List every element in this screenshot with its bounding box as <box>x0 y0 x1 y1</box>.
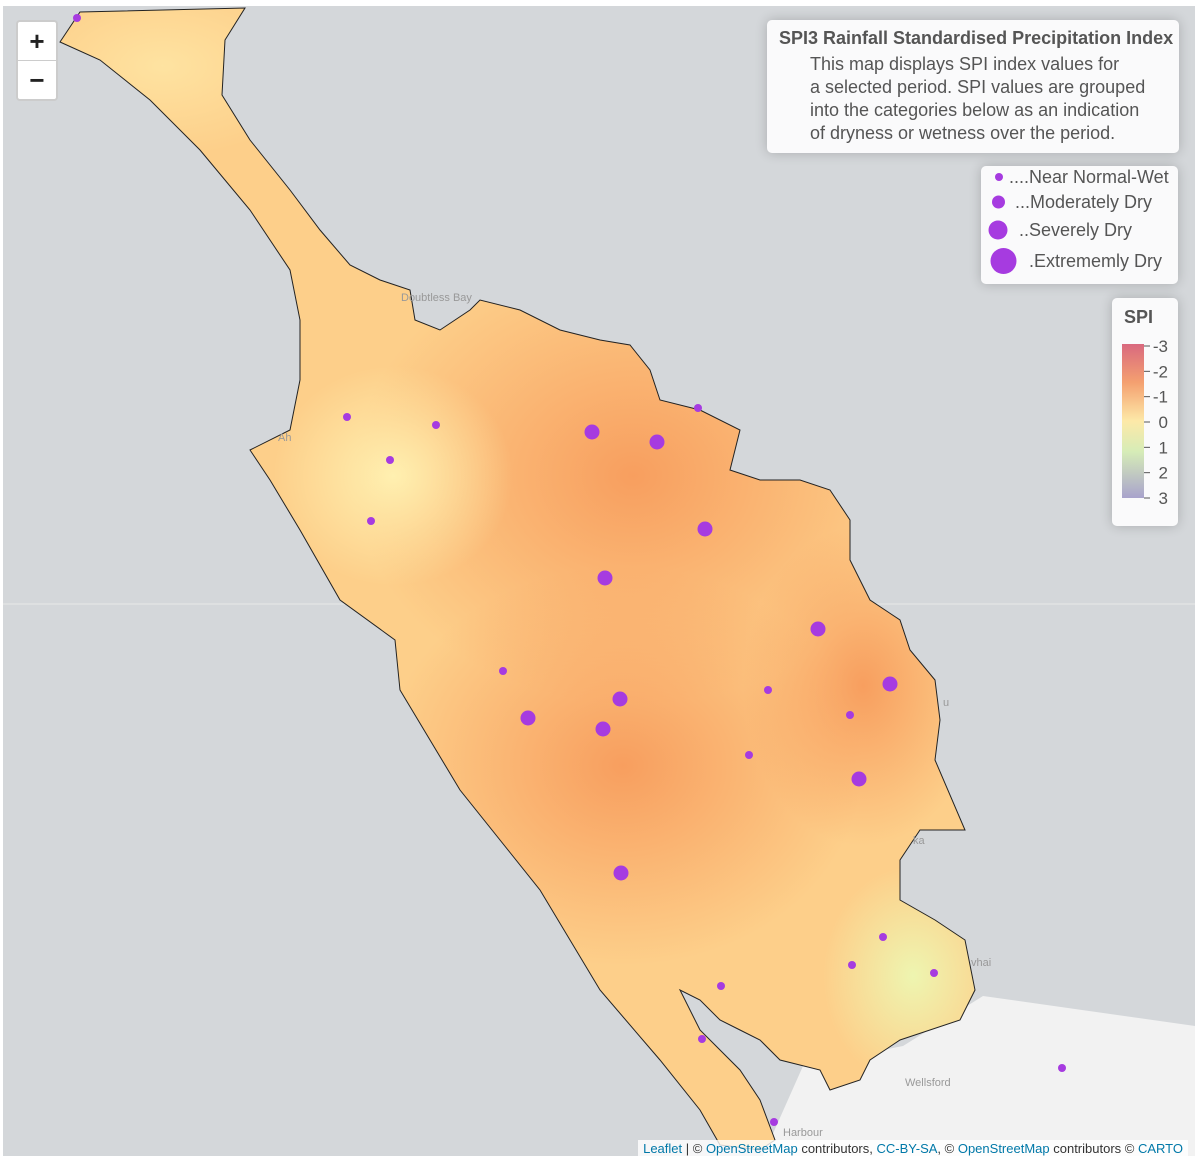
info-line: a selected period. SPI values are groupe… <box>810 77 1146 97</box>
station[interactable] <box>432 421 440 429</box>
station[interactable] <box>879 933 887 941</box>
info-line: of dryness or wetness over the period. <box>810 123 1116 143</box>
attribution: Leaflet | © OpenStreetMap contributors, … <box>638 1140 1188 1157</box>
text: contributors, <box>797 1141 877 1156</box>
link[interactable]: OpenStreetMap <box>957 1141 1050 1156</box>
info-panel: SPI3 Rainfall Standardised Precipitation… <box>767 20 1179 153</box>
place-label: ka <box>913 835 926 847</box>
station[interactable] <box>343 413 351 421</box>
colorbar-tick-label: 0 <box>1159 413 1168 432</box>
colorbar-svg: SPI -3 -2 -1 0 1 2 3 <box>1122 307 1168 508</box>
link[interactable]: CARTO <box>1137 1141 1183 1156</box>
info-line: into the categories below as an indicati… <box>810 100 1140 120</box>
station[interactable] <box>499 667 507 675</box>
station[interactable] <box>698 1035 706 1043</box>
place-label: u <box>943 697 949 709</box>
legend-swatch <box>988 220 1008 240</box>
colorbar: SPI -3 -2 -1 0 1 2 3 <box>1112 298 1178 526</box>
station[interactable] <box>595 721 611 737</box>
size-legend-svg: ....Near Normal-Wet ...Moderately Dry ..Se… <box>988 167 1169 274</box>
station[interactable] <box>851 771 867 787</box>
zoom-out[interactable]: − <box>18 60 56 99</box>
station[interactable] <box>613 865 629 881</box>
station[interactable] <box>697 521 713 537</box>
land-beyond <box>763 996 1195 1156</box>
station[interactable] <box>848 961 856 969</box>
station[interactable] <box>367 517 375 525</box>
legend-swatch <box>992 195 1005 209</box>
colorbar-tick-label: -1 <box>1153 388 1168 407</box>
place-label: Harbour <box>783 1127 823 1139</box>
zoom-control: + − <box>16 20 58 101</box>
legend-label: ..Severely Dry <box>1019 220 1132 240</box>
station[interactable] <box>882 676 898 692</box>
link[interactable]: CC-BY-SA <box>876 1141 938 1156</box>
station[interactable] <box>930 969 938 977</box>
station[interactable] <box>73 14 81 22</box>
text: | © <box>682 1141 706 1156</box>
station[interactable] <box>520 710 536 726</box>
place-label: Doubtless Bay <box>401 292 472 304</box>
legend-swatch <box>995 173 1003 181</box>
station[interactable] <box>612 691 628 707</box>
station[interactable] <box>1058 1064 1066 1072</box>
station[interactable] <box>846 711 854 719</box>
station[interactable] <box>764 686 772 694</box>
station[interactable] <box>717 982 725 990</box>
station[interactable] <box>810 621 826 637</box>
size-legend: ....Near Normal-Wet ...Moderately Dry ..Se… <box>981 166 1178 284</box>
place-labels: Doubtless Bay Wellsford Harbour vhai ka … <box>278 292 991 1139</box>
place-label: Ah <box>278 432 291 444</box>
info-title: SPI3 Rainfall Standardised Precipitation… <box>779 28 1174 48</box>
legend-label: .Extrememly Dry <box>1029 251 1162 271</box>
colorbar-tick-label: 3 <box>1159 489 1168 508</box>
station[interactable] <box>694 404 702 412</box>
info-line: This map displays SPI index values for <box>810 54 1120 74</box>
station[interactable] <box>649 434 665 450</box>
station[interactable] <box>386 456 394 464</box>
place-label: Wellsford <box>905 1077 951 1089</box>
text: contributors © <box>1049 1141 1138 1156</box>
text: , © <box>937 1141 958 1156</box>
legend-swatch <box>990 248 1017 274</box>
station[interactable] <box>597 570 613 586</box>
station[interactable] <box>584 424 600 440</box>
legend-label: ....Near Normal-Wet <box>1009 167 1169 187</box>
zoom-in[interactable]: + <box>29 26 45 56</box>
legend-label: ...Moderately Dry <box>1015 192 1152 212</box>
link[interactable]: Leaflet <box>643 1141 683 1156</box>
station[interactable] <box>770 1118 778 1126</box>
stations <box>73 14 1066 1126</box>
colorbar-tick-label: 1 <box>1159 438 1168 457</box>
colorbar-ramp <box>1122 344 1144 498</box>
info-text: This map displays SPI index values for a … <box>767 53 1179 145</box>
colorbar-tick-label: -2 <box>1153 362 1168 381</box>
place-label: vhai <box>971 957 991 969</box>
colorbar-tick-label: 2 <box>1159 464 1168 483</box>
station[interactable] <box>745 751 753 759</box>
colorbar-title: SPI <box>1124 307 1153 327</box>
colorbar-tick-label: -3 <box>1153 337 1168 356</box>
link[interactable]: OpenStreetMap <box>705 1141 798 1156</box>
